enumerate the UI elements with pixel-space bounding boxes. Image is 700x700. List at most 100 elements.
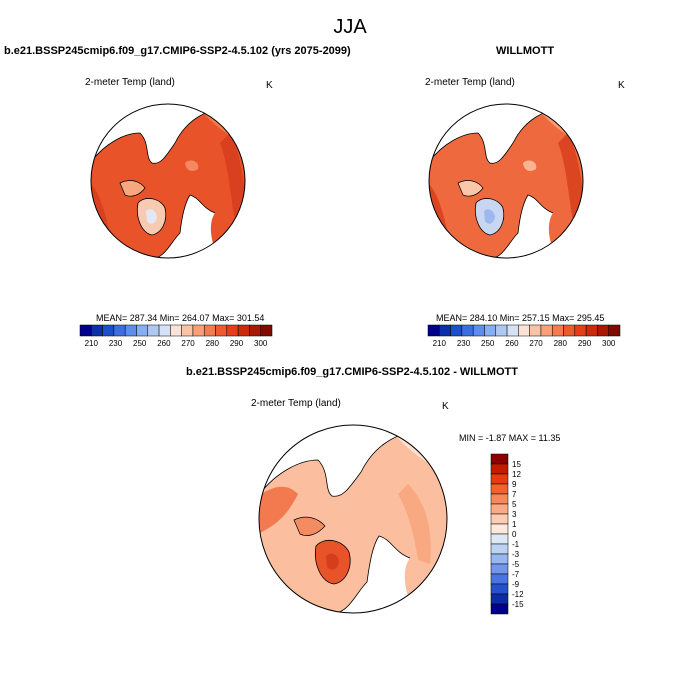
diff-polar-map bbox=[258, 424, 448, 614]
obs-stats: MEAN= 284.10 Min= 257.15 Max= 295.45 bbox=[436, 313, 605, 323]
colorbar-tick-label: 230 bbox=[109, 339, 123, 348]
colorbar-box bbox=[490, 553, 509, 565]
colorbar-box bbox=[215, 324, 228, 337]
colorbar-box bbox=[450, 324, 463, 337]
colorbar-box bbox=[102, 324, 115, 337]
colorbar-tick-label: 290 bbox=[578, 339, 592, 348]
obs-polar-map bbox=[428, 103, 584, 259]
model-case-title: b.e21.BSSP245cmip6.f09_g17.CMIP6-SSP2-4.… bbox=[4, 45, 351, 57]
colorbar-box bbox=[490, 533, 509, 545]
diff-unit-label: K bbox=[442, 401, 449, 412]
colorbar-tick-label: 300 bbox=[254, 339, 268, 348]
colorbar-tick-label: 270 bbox=[181, 339, 195, 348]
colorbar-tick-label: -3 bbox=[512, 550, 520, 559]
colorbar-tick-label: -7 bbox=[512, 570, 520, 579]
colorbar-box bbox=[203, 324, 216, 337]
colorbar-box bbox=[484, 324, 497, 337]
colorbar-box bbox=[226, 324, 239, 337]
colorbar-box bbox=[192, 324, 205, 337]
colorbar-tick-label: 5 bbox=[512, 500, 517, 509]
colorbar-tick-label: 9 bbox=[512, 480, 517, 489]
colorbar-box bbox=[597, 324, 609, 337]
colorbar-tick-label: -9 bbox=[512, 580, 520, 589]
colorbar-box bbox=[79, 324, 92, 337]
colorbar-box bbox=[490, 593, 509, 605]
colorbar-tick-label: 12 bbox=[512, 470, 521, 479]
colorbar-box bbox=[91, 324, 103, 337]
diff-variable-label: 2-meter Temp (land) bbox=[251, 398, 341, 409]
colorbar-tick-label: 230 bbox=[457, 339, 471, 348]
model-polar-map bbox=[90, 103, 246, 259]
colorbar-box bbox=[506, 324, 519, 337]
colorbar-tick-label: 270 bbox=[529, 339, 543, 348]
colorbar-box bbox=[490, 453, 509, 465]
colorbar-box bbox=[260, 324, 273, 337]
colorbar-tick-label: 1 bbox=[512, 520, 517, 529]
colorbar-tick-label: 260 bbox=[157, 339, 171, 348]
colorbar-box bbox=[490, 503, 509, 515]
colorbar-tick-label: 290 bbox=[230, 339, 244, 348]
colorbar-tick-label: 7 bbox=[512, 490, 517, 499]
colorbar-box bbox=[585, 324, 598, 337]
colorbar-box bbox=[249, 324, 261, 337]
colorbar-box bbox=[490, 543, 509, 555]
colorbar-tick-label: 250 bbox=[133, 339, 147, 348]
diff-stats: MIN = -1.87 MAX = 11.35 bbox=[459, 433, 561, 443]
colorbar-tick-label: 250 bbox=[481, 339, 495, 348]
colorbar-tick-label: 15 bbox=[512, 460, 521, 469]
colorbar-box bbox=[181, 324, 194, 337]
colorbar-box bbox=[490, 563, 509, 575]
colorbar-box bbox=[490, 583, 509, 595]
colorbar-box bbox=[551, 324, 564, 337]
model-colorbar: 210 230 250 260 270 280 290 300 bbox=[79, 324, 273, 348]
model-unit-label: K bbox=[266, 80, 273, 91]
colorbar-box bbox=[136, 324, 149, 337]
colorbar-box bbox=[113, 324, 126, 337]
colorbar-tick-label: 210 bbox=[85, 339, 99, 348]
colorbar-box bbox=[490, 473, 509, 485]
colorbar-box bbox=[518, 324, 530, 337]
colorbar-box bbox=[439, 324, 451, 337]
colorbar-box bbox=[490, 603, 509, 615]
obs-colorbar: 210 230 250 260 270 280 290 300 bbox=[427, 324, 621, 348]
colorbar-tick-label: 280 bbox=[554, 339, 568, 348]
colorbar-tick-label: 0 bbox=[512, 530, 517, 539]
colorbar-tick-label: -1 bbox=[512, 540, 520, 549]
colorbar-tick-label: -5 bbox=[512, 560, 520, 569]
colorbar-box bbox=[472, 324, 485, 337]
colorbar-tick-label: 280 bbox=[206, 339, 220, 348]
colorbar-box bbox=[490, 513, 509, 525]
colorbar-box bbox=[495, 324, 508, 337]
colorbar-box bbox=[490, 523, 509, 535]
colorbar-box bbox=[529, 324, 542, 337]
obs-variable-label: 2-meter Temp (land) bbox=[425, 77, 515, 88]
page-title: JJA bbox=[333, 16, 367, 38]
obs-case-title: WILLMOTT bbox=[496, 45, 555, 57]
colorbar-box bbox=[574, 324, 587, 337]
colorbar-box bbox=[490, 463, 509, 475]
colorbar-tick-label: -12 bbox=[512, 590, 524, 599]
colorbar-box bbox=[490, 573, 509, 585]
diff-case-title: b.e21.BSSP245cmip6.f09_g17.CMIP6-SSP2-4.… bbox=[186, 366, 518, 378]
model-variable-label: 2-meter Temp (land) bbox=[85, 77, 175, 88]
colorbar-box bbox=[427, 324, 440, 337]
colorbar-box bbox=[540, 324, 553, 337]
colorbar-box bbox=[563, 324, 576, 337]
colorbar-box bbox=[147, 324, 160, 337]
colorbar-box bbox=[461, 324, 474, 337]
colorbar-box bbox=[490, 483, 509, 495]
model-stats: MEAN= 287.34 Min= 264.07 Max= 301.54 bbox=[96, 313, 265, 323]
colorbar-box bbox=[124, 324, 137, 337]
colorbar-tick-label: 3 bbox=[512, 510, 517, 519]
obs-unit-label: K bbox=[618, 80, 625, 91]
colorbar-box bbox=[237, 324, 250, 337]
colorbar-tick-label: 210 bbox=[433, 339, 447, 348]
colorbar-tick-label: -15 bbox=[512, 600, 524, 609]
colorbar-box bbox=[170, 324, 182, 337]
colorbar-tick-label: 260 bbox=[505, 339, 519, 348]
colorbar-box bbox=[158, 324, 171, 337]
colorbar-tick-label: 300 bbox=[602, 339, 616, 348]
colorbar-box bbox=[490, 493, 509, 505]
colorbar-box bbox=[608, 324, 621, 337]
